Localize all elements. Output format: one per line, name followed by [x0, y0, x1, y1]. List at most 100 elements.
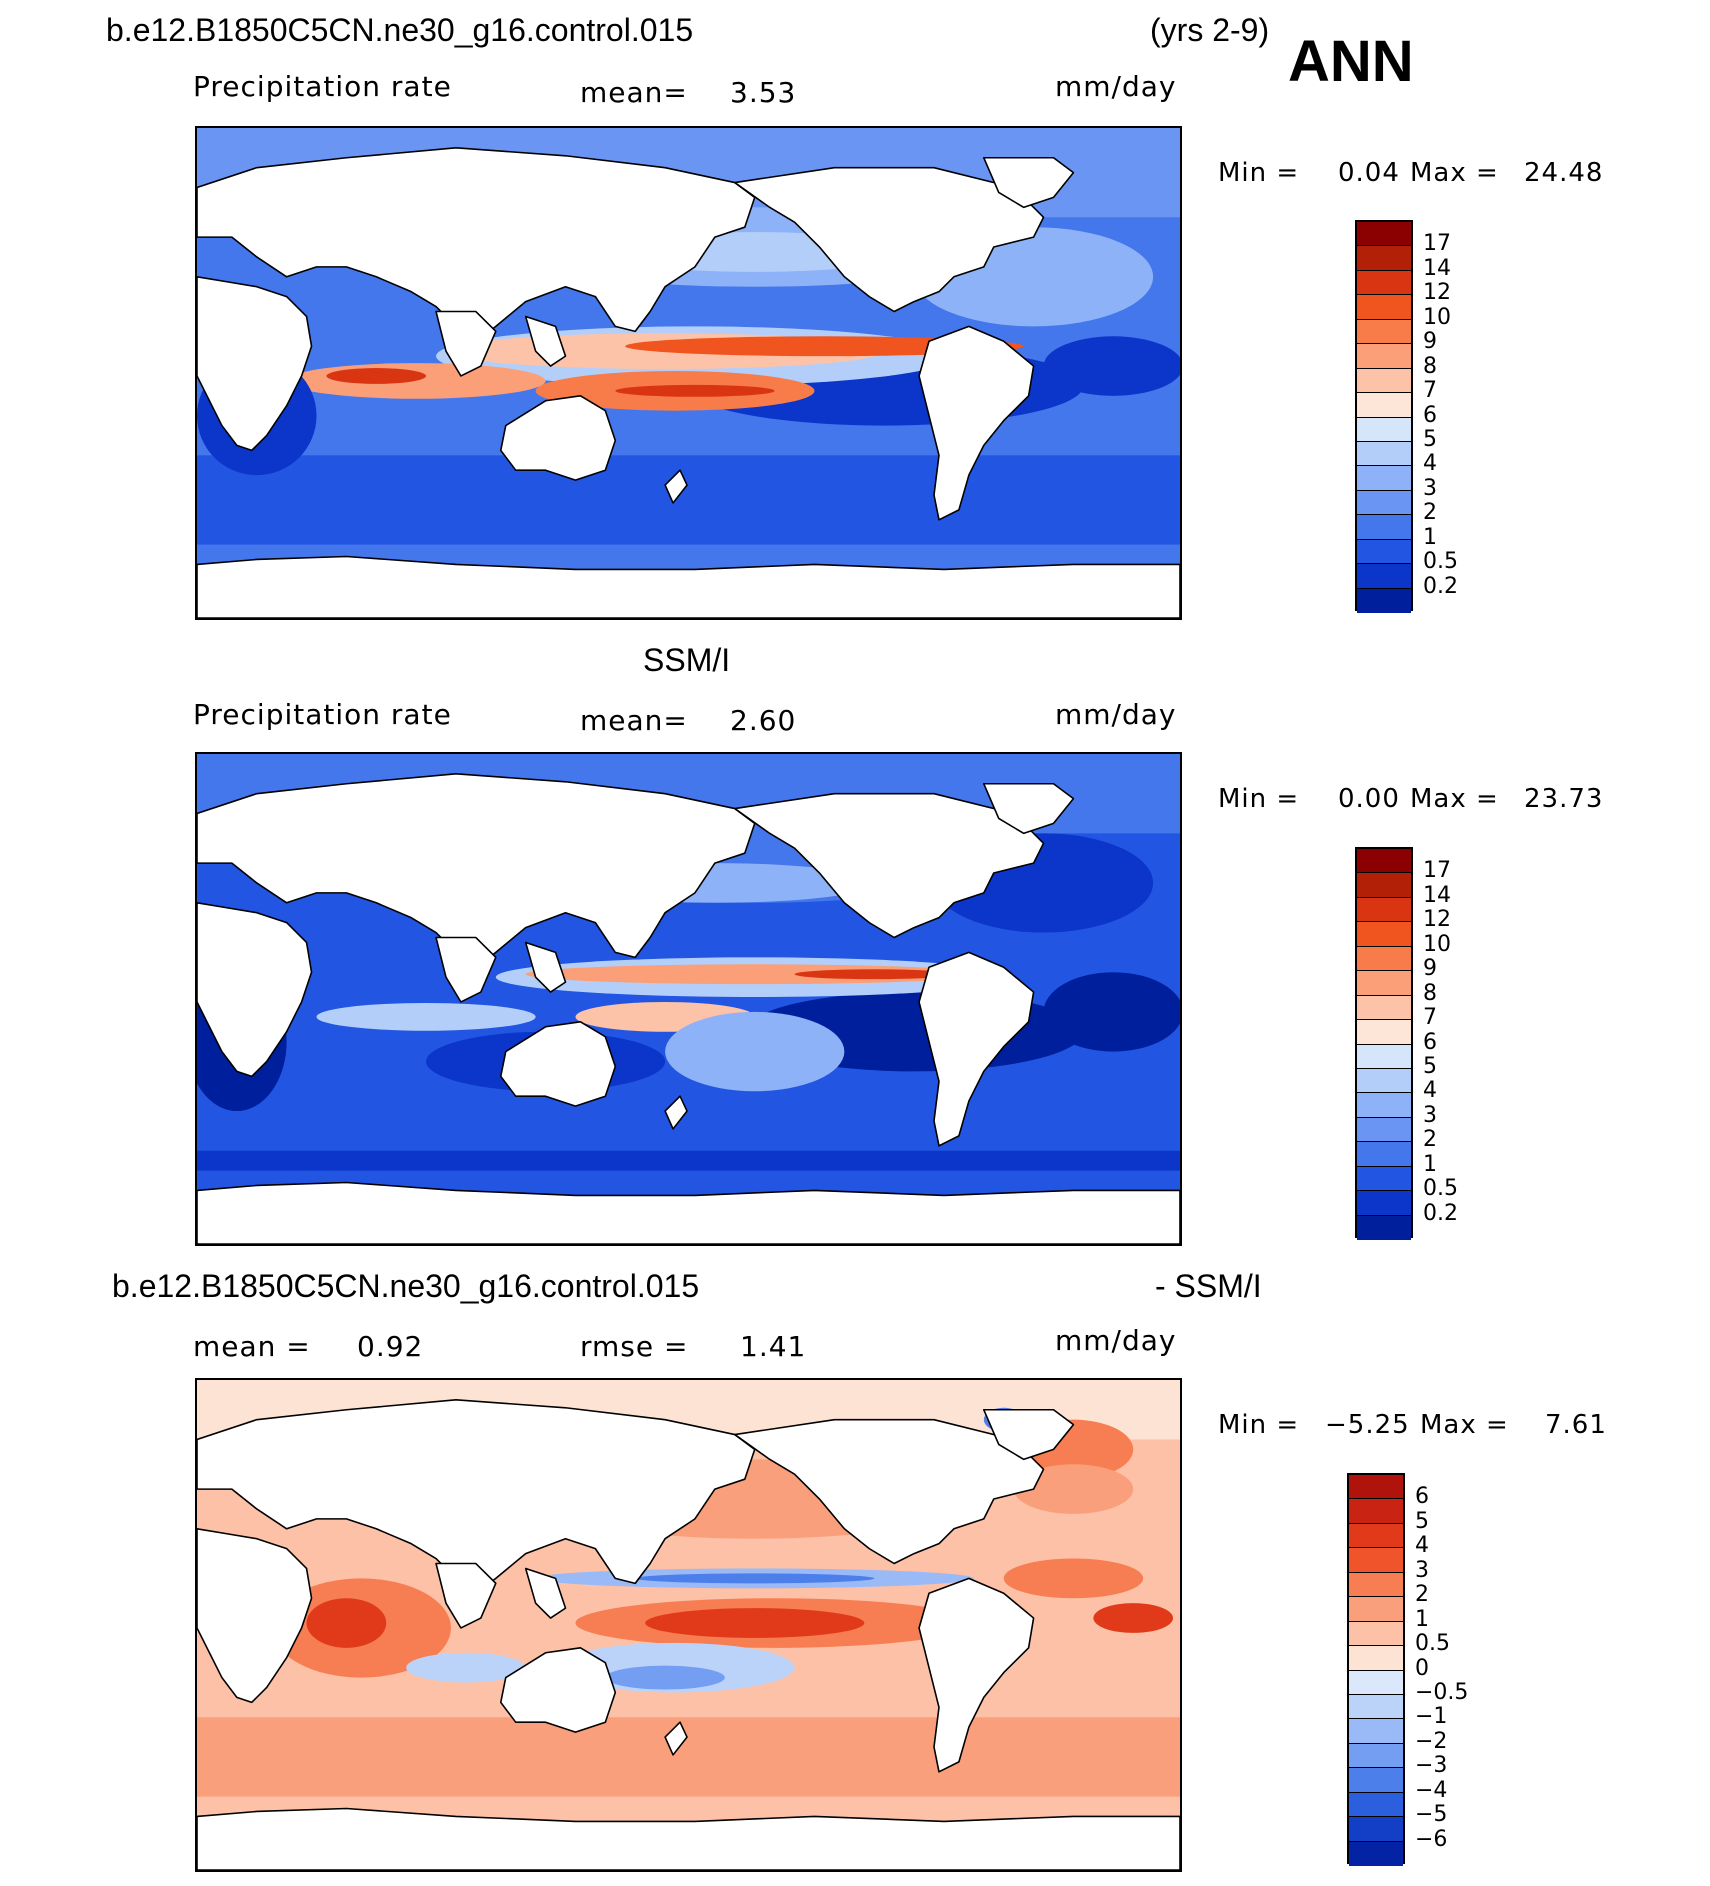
panel2-max-label: Max = [1410, 784, 1499, 814]
colorbar-tick-label: 14 [1423, 882, 1451, 908]
colorbar-swatch [1357, 270, 1411, 296]
colorbar-tick-label: 4 [1415, 1533, 1429, 1559]
colorbar-tick-label: 9 [1423, 329, 1437, 355]
colorbar-swatch [1357, 1044, 1411, 1069]
colorbar-swatch [1357, 946, 1411, 972]
colorbar-swatch [1357, 564, 1411, 589]
colorbar-tick-label: 12 [1423, 907, 1451, 933]
case-title: b.e12.B1850C5CN.ne30_g16.control.015 [106, 12, 694, 48]
colorbar-tick-label: 7 [1423, 1005, 1437, 1031]
colorbar-swatch [1349, 1523, 1403, 1549]
panel2-variable: Precipitation rate [193, 698, 452, 731]
colorbar-swatch [1349, 1841, 1403, 1866]
colorbar-swatch [1357, 1191, 1411, 1216]
colorbar-swatch [1349, 1670, 1403, 1695]
panel2-min-label: Min = [1218, 784, 1300, 814]
colorbar-swatch [1349, 1597, 1403, 1622]
panel2-map [195, 752, 1182, 1246]
panel1-max-value: 24.48 [1524, 158, 1604, 188]
colorbar-tick-label: 0.5 [1423, 549, 1458, 575]
panel2-mean-value: 2.60 [730, 704, 797, 737]
colorbar-swatch [1357, 1117, 1411, 1143]
colorbar-swatch [1349, 1499, 1403, 1524]
colorbar-swatch [1349, 1719, 1403, 1744]
panel1-colorbar [1355, 220, 1413, 613]
panel1-max-label: Max = [1410, 158, 1499, 188]
panel1-min-value: 0.04 [1338, 158, 1400, 188]
colorbar-swatch [1357, 1093, 1411, 1118]
colorbar-tick-label: −5 [1415, 1802, 1448, 1828]
panel3-mean-label: mean = [193, 1330, 311, 1363]
colorbar-swatch [1349, 1548, 1403, 1573]
panel3-colorbar [1347, 1473, 1405, 1866]
panel3-max-value: 7.61 [1545, 1410, 1607, 1440]
panel1-variable: Precipitation rate [193, 70, 452, 103]
panel1-mean-label: mean= [580, 76, 688, 109]
colorbar-swatch [1357, 1215, 1411, 1240]
panel3-units: mm/day [1055, 1324, 1177, 1357]
colorbar-swatch [1357, 368, 1411, 394]
panel2-min-value: 0.00 [1338, 784, 1400, 814]
colorbar-tick-label: −1 [1415, 1704, 1448, 1730]
colorbar-tick-label: 8 [1423, 353, 1437, 379]
colorbar-tick-label: 2 [1423, 1127, 1437, 1153]
colorbar-swatch [1349, 1768, 1403, 1793]
colorbar-swatch [1357, 246, 1411, 271]
colorbar-swatch [1349, 1694, 1403, 1720]
colorbar-swatch [1349, 1743, 1403, 1769]
colorbar-tick-label: 17 [1423, 231, 1451, 257]
colorbar-tick-label: 1 [1423, 524, 1437, 550]
panel3-map [195, 1378, 1182, 1872]
panel1-mean-value: 3.53 [730, 76, 797, 109]
colorbar-tick-label: 6 [1423, 402, 1437, 428]
colorbar-swatch [1357, 922, 1411, 947]
colorbar-tick-label: 3 [1423, 475, 1437, 501]
colorbar-swatch [1357, 1166, 1411, 1192]
panel3-min-label: Min = [1218, 1410, 1300, 1440]
colorbar-swatch [1357, 995, 1411, 1021]
colorbar-swatch [1357, 319, 1411, 345]
colorbar-tick-label: −0.5 [1415, 1679, 1469, 1705]
colorbar-swatch [1357, 1142, 1411, 1167]
colorbar-tick-label: 7 [1423, 378, 1437, 404]
colorbar-tick-label: 0.2 [1423, 1200, 1458, 1226]
colorbar-swatch [1357, 1068, 1411, 1094]
season-label: ANN [1288, 29, 1414, 94]
colorbar-tick-label: 5 [1423, 1053, 1437, 1079]
colorbar-swatch [1357, 873, 1411, 898]
colorbar-tick-label: 10 [1423, 931, 1451, 957]
colorbar-tick-label: 6 [1415, 1484, 1429, 1510]
panel3-max-label: Max = [1420, 1410, 1509, 1440]
colorbar-tick-label: 9 [1423, 956, 1437, 982]
colorbar-swatch [1357, 295, 1411, 320]
colorbar-tick-label: 4 [1423, 451, 1437, 477]
colorbar-tick-label: 17 [1423, 858, 1451, 884]
colorbar-tick-label: −4 [1415, 1777, 1448, 1803]
colorbar-tick-label: −2 [1415, 1728, 1448, 1754]
colorbar-tick-label: 0.5 [1423, 1176, 1458, 1202]
colorbar-swatch [1349, 1572, 1403, 1598]
panel3-min-value: −5.25 [1325, 1410, 1410, 1440]
colorbar-swatch [1349, 1475, 1403, 1500]
colorbar-swatch [1357, 344, 1411, 369]
colorbar-swatch [1357, 897, 1411, 923]
colorbar-tick-label: 12 [1423, 280, 1451, 306]
colorbar-swatch [1349, 1621, 1403, 1647]
panel3-title: b.e12.B1850C5CN.ne30_g16.control.015 [112, 1268, 700, 1304]
colorbar-swatch [1357, 971, 1411, 996]
panel1-min-label: Min = [1218, 158, 1300, 188]
colorbar-tick-label: 1 [1423, 1151, 1437, 1177]
panel3-rmse-value: 1.41 [740, 1330, 807, 1363]
colorbar-swatch [1349, 1646, 1403, 1671]
colorbar-tick-label: 10 [1423, 304, 1451, 330]
colorbar-tick-label: 14 [1423, 255, 1451, 281]
colorbar-swatch [1357, 222, 1411, 247]
colorbar-tick-label: 8 [1423, 980, 1437, 1006]
colorbar-tick-label: 3 [1423, 1102, 1437, 1128]
panel2-title: SSM/I [643, 642, 731, 678]
colorbar-tick-label: −3 [1415, 1753, 1448, 1779]
panel1-units: mm/day [1055, 70, 1177, 103]
colorbar-swatch [1357, 588, 1411, 613]
panel3-mean-value: 0.92 [357, 1330, 424, 1363]
panel1-map [195, 126, 1182, 620]
